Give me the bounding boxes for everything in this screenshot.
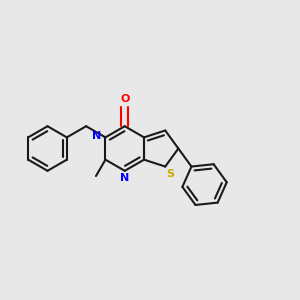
Text: N: N <box>92 131 102 141</box>
Text: O: O <box>120 94 129 104</box>
Text: S: S <box>167 169 174 179</box>
Text: N: N <box>120 173 130 183</box>
